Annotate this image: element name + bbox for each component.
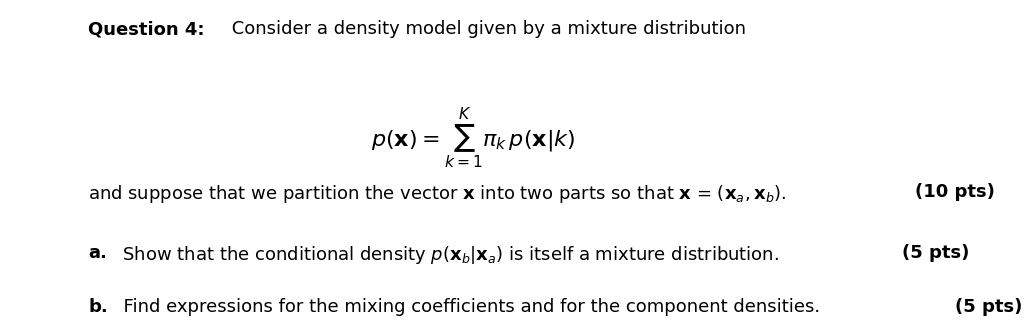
- Text: Find expressions for the mixing coefficients and for the component densities.: Find expressions for the mixing coeffici…: [112, 298, 825, 316]
- Text: Consider a density model given by a mixture distribution: Consider a density model given by a mixt…: [226, 20, 746, 38]
- Text: Question 4:: Question 4:: [88, 20, 205, 38]
- Text: (10 pts): (10 pts): [915, 183, 995, 201]
- Text: (5 pts): (5 pts): [902, 244, 969, 262]
- Text: and suppose that we partition the vector $\mathbf{x}$ into two parts so that $\m: and suppose that we partition the vector…: [88, 183, 788, 205]
- Text: a.: a.: [88, 244, 108, 262]
- Text: Show that the conditional density $p(\mathbf{x}_b|\mathbf{x}_a)$ is itself a mix: Show that the conditional density $p(\ma…: [111, 244, 781, 266]
- Text: b.: b.: [88, 298, 109, 316]
- Text: $p(\mathbf{x}) = \sum_{k=1}^{K} \pi_k\, p(\mathbf{x}|k)$: $p(\mathbf{x}) = \sum_{k=1}^{K} \pi_k\, …: [371, 107, 574, 171]
- Text: (5 pts): (5 pts): [954, 298, 1022, 316]
